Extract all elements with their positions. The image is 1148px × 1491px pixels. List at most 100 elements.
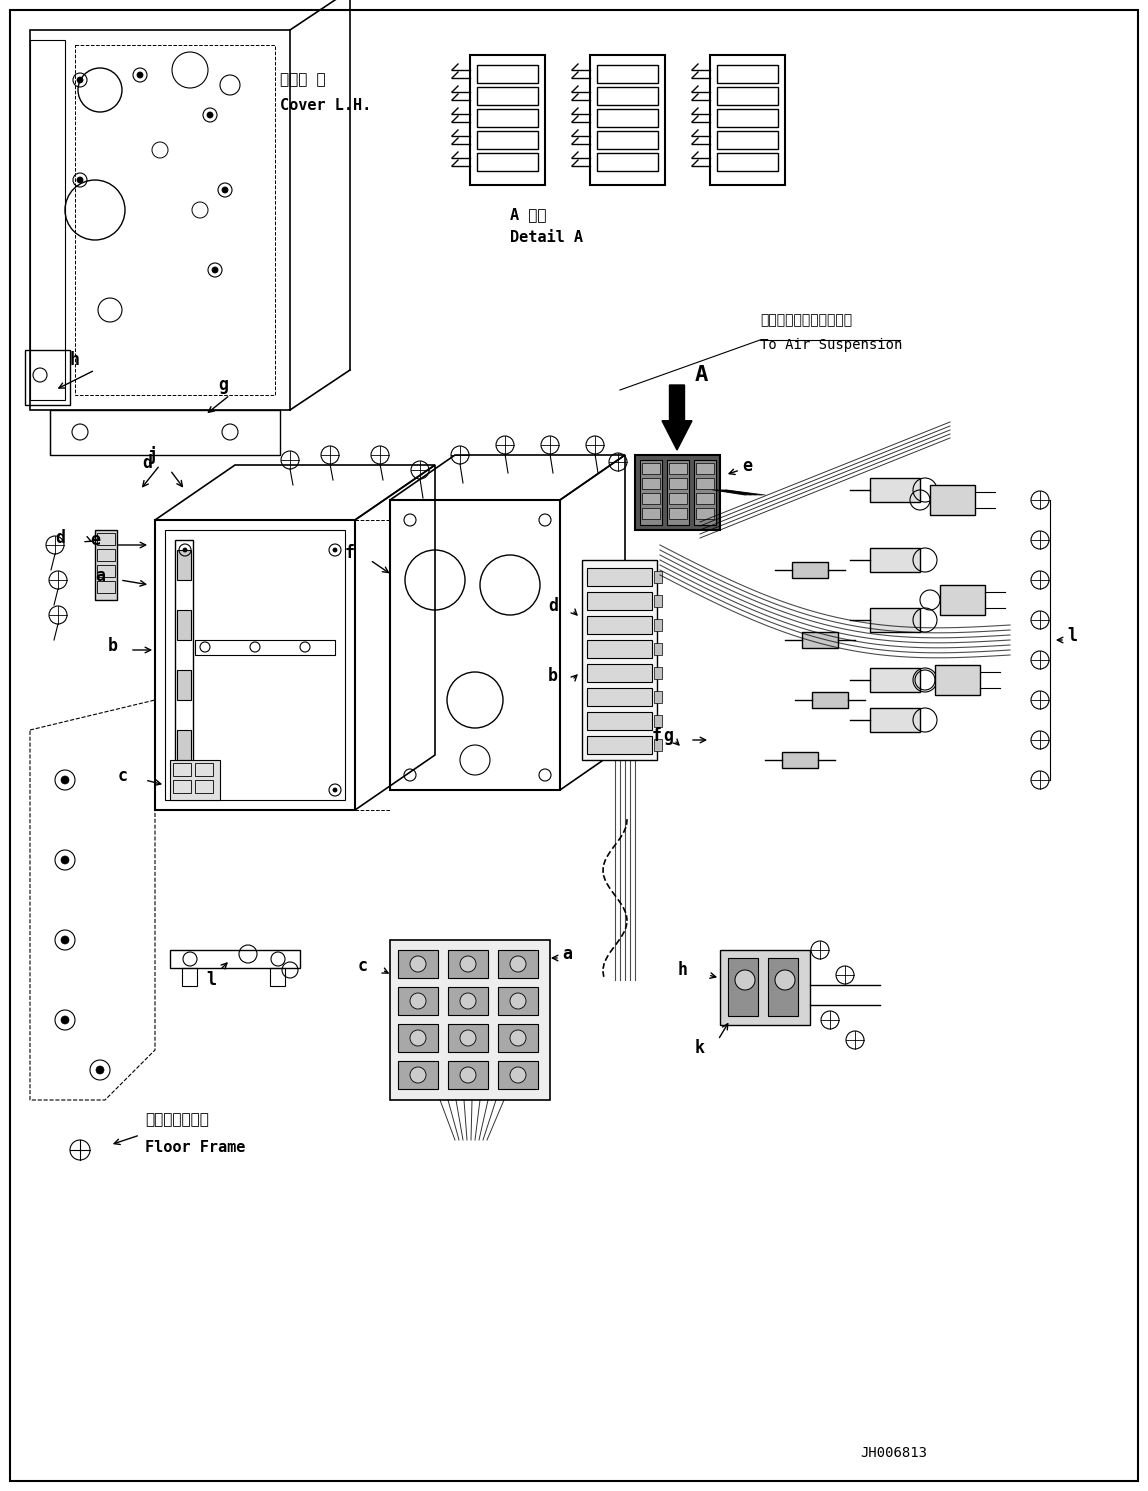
Bar — [587, 737, 652, 754]
Circle shape — [61, 936, 69, 944]
Bar — [709, 55, 785, 185]
Bar — [587, 616, 652, 634]
Bar — [470, 55, 545, 185]
Bar — [177, 610, 191, 640]
Bar — [177, 731, 191, 760]
Bar — [51, 410, 280, 455]
Text: f: f — [346, 544, 355, 562]
Bar — [669, 479, 687, 489]
Bar — [696, 494, 714, 504]
Bar — [718, 131, 778, 149]
Bar — [718, 109, 778, 127]
Bar — [398, 987, 439, 1015]
Text: d: d — [142, 453, 152, 473]
Bar — [642, 479, 660, 489]
Bar — [802, 632, 838, 649]
Bar — [870, 479, 920, 502]
Circle shape — [510, 956, 526, 972]
Bar — [597, 154, 658, 171]
Circle shape — [61, 775, 69, 784]
Bar — [96, 565, 115, 577]
Bar — [870, 549, 920, 573]
Bar — [96, 549, 115, 561]
Bar — [654, 740, 662, 751]
Bar — [667, 461, 689, 525]
Bar — [587, 687, 652, 707]
Bar — [590, 55, 665, 185]
Circle shape — [96, 1066, 104, 1074]
Text: e: e — [742, 458, 752, 476]
Bar — [398, 950, 439, 978]
Bar — [95, 529, 117, 599]
Text: a: a — [95, 567, 104, 584]
Bar — [870, 668, 920, 692]
Text: k: k — [695, 1039, 705, 1057]
Text: h: h — [678, 962, 688, 980]
Bar — [587, 640, 652, 658]
Bar — [654, 571, 662, 583]
Circle shape — [77, 78, 83, 83]
Bar — [478, 66, 538, 83]
Polygon shape — [662, 385, 692, 450]
Text: j: j — [148, 446, 158, 464]
Bar — [75, 45, 276, 395]
Bar — [478, 86, 538, 104]
Circle shape — [735, 971, 755, 990]
Bar — [448, 950, 488, 978]
Bar — [768, 959, 798, 1015]
Bar — [96, 532, 115, 546]
Text: JH006813: JH006813 — [860, 1446, 926, 1460]
Text: b: b — [108, 637, 118, 655]
Bar — [930, 485, 975, 514]
Text: g: g — [664, 728, 673, 746]
Bar — [654, 643, 662, 655]
Bar — [587, 568, 652, 586]
Bar — [582, 561, 657, 760]
Bar — [478, 154, 538, 171]
Bar — [642, 508, 660, 519]
Bar — [173, 763, 191, 775]
Bar — [635, 455, 720, 529]
Circle shape — [222, 186, 228, 192]
Bar — [30, 30, 290, 410]
Circle shape — [212, 267, 218, 273]
Bar — [30, 40, 65, 400]
Bar — [478, 109, 538, 127]
Bar — [597, 109, 658, 127]
Bar — [597, 66, 658, 83]
Bar — [165, 529, 346, 801]
Circle shape — [410, 993, 426, 1009]
Text: l: l — [205, 971, 216, 989]
Text: a: a — [563, 945, 572, 963]
Bar — [195, 763, 214, 775]
Text: Floor Frame: Floor Frame — [145, 1141, 246, 1156]
Bar — [654, 716, 662, 728]
Bar — [498, 950, 538, 978]
Bar — [654, 690, 662, 702]
Bar — [696, 508, 714, 519]
Circle shape — [333, 549, 338, 552]
Text: Cover L.H.: Cover L.H. — [280, 97, 371, 112]
Text: f: f — [652, 728, 662, 746]
Bar — [478, 131, 538, 149]
Bar — [654, 619, 662, 631]
Circle shape — [510, 993, 526, 1009]
Bar — [398, 1024, 439, 1053]
Text: l: l — [1066, 628, 1077, 646]
Circle shape — [77, 177, 83, 183]
Bar — [782, 751, 819, 768]
Bar — [398, 1062, 439, 1088]
Bar — [718, 86, 778, 104]
Bar — [639, 461, 662, 525]
Bar — [812, 692, 848, 708]
Circle shape — [775, 971, 796, 990]
Text: e: e — [90, 531, 100, 549]
Bar — [792, 562, 828, 579]
Bar — [170, 950, 300, 968]
Circle shape — [183, 549, 187, 552]
Bar — [25, 350, 70, 406]
Bar — [173, 780, 191, 793]
Bar — [696, 464, 714, 474]
Text: c: c — [118, 766, 127, 784]
Bar — [390, 499, 560, 790]
